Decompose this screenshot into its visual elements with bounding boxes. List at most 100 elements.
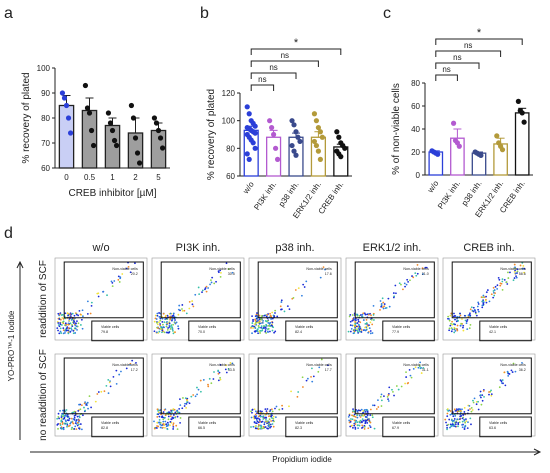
flow-event-dot — [350, 331, 352, 333]
flow-event-dot — [450, 315, 452, 317]
flow-event-dot — [111, 281, 113, 283]
flow-event-dot — [58, 318, 60, 320]
flow-event-dot — [514, 264, 516, 266]
flow-event-dot — [373, 319, 375, 321]
flow-event-dot — [251, 315, 253, 317]
flow-event-dot — [371, 324, 373, 326]
flow-event-dot — [366, 422, 368, 424]
flow-event-dot — [76, 419, 78, 421]
flow-event-dot — [511, 369, 513, 371]
flow-event-dot — [111, 282, 113, 284]
significance-label: ns — [269, 63, 277, 72]
flow-event-dot — [57, 330, 59, 332]
flow-event-dot — [119, 281, 121, 283]
data-point — [91, 143, 96, 148]
flow-event-dot — [98, 391, 100, 393]
flow-event-dot — [453, 315, 455, 317]
data-point — [108, 120, 113, 125]
data-point — [129, 103, 134, 108]
flow-event-dot — [372, 416, 374, 418]
flow-event-dot — [463, 411, 465, 413]
flow-event-dot — [369, 313, 371, 315]
flow-event-dot — [448, 419, 450, 421]
flow-event-dot — [181, 308, 183, 310]
flow-event-dot — [177, 416, 179, 418]
flow-event-dot — [64, 312, 66, 314]
flow-event-dot — [110, 385, 112, 387]
flow-event-dot — [220, 379, 222, 381]
data-point — [253, 131, 258, 136]
flow-event-dot — [64, 330, 66, 332]
flow-event-dot — [78, 419, 80, 421]
flow-event-dot — [162, 423, 164, 425]
flow-event-dot — [350, 421, 352, 423]
flow-event-dot — [134, 262, 136, 264]
flow-event-dot — [171, 411, 173, 413]
flow-event-dot — [260, 318, 262, 320]
flow-event-dot — [96, 393, 98, 395]
flow-event-dot — [404, 383, 406, 385]
data-point — [516, 99, 521, 104]
flow-event-dot — [81, 428, 83, 430]
flow-event-dot — [399, 282, 401, 284]
flow-event-dot — [465, 420, 467, 422]
data-point — [522, 120, 527, 125]
data-point — [152, 115, 157, 120]
flow-event-dot — [83, 407, 85, 409]
flow-event-dot — [115, 370, 117, 372]
data-point — [135, 150, 140, 155]
flow-event-dot — [257, 428, 259, 430]
flow-event-dot — [281, 299, 283, 301]
flow-event-dot — [69, 313, 71, 315]
flow-event-dot — [349, 426, 351, 428]
flow-event-dot — [454, 415, 456, 417]
flow-event-dot — [407, 281, 409, 283]
flow-event-dot — [374, 428, 376, 430]
flow-event-dot — [372, 332, 374, 334]
flow-event-dot — [90, 407, 92, 409]
flow-event-dot — [178, 328, 180, 330]
flow-event-dot — [255, 417, 257, 419]
y-tick-label: 40 — [411, 125, 420, 134]
flow-event-dot — [498, 277, 500, 279]
flow-event-dot — [396, 385, 398, 387]
flow-event-dot — [95, 401, 97, 403]
flow-column-title: p38 inh. — [275, 242, 314, 254]
flow-event-dot — [284, 311, 286, 313]
data-point — [275, 157, 280, 162]
flow-event-dot — [502, 382, 504, 384]
gate-non-viable-label: Non-viable cells — [403, 267, 429, 271]
data-point — [293, 129, 298, 134]
flow-event-dot — [364, 409, 366, 411]
flow-event-dot — [321, 359, 323, 361]
flow-event-dot — [451, 324, 453, 326]
significance-bracket — [436, 39, 522, 45]
flow-event-dot — [157, 408, 159, 410]
flow-event-dot — [370, 314, 372, 316]
bar — [267, 137, 281, 176]
x-tick-label: p38 inh. — [277, 180, 301, 208]
flow-event-dot — [57, 428, 59, 430]
flow-event-dot — [352, 427, 354, 429]
flow-event-dot — [402, 288, 404, 290]
flow-event-dot — [273, 315, 275, 317]
flow-event-dot — [454, 408, 456, 410]
flow-event-dot — [196, 393, 198, 395]
x-tick-label: PI3K inh. — [436, 179, 462, 211]
flow-event-dot — [453, 332, 455, 334]
flow-event-dot — [400, 284, 402, 286]
flow-event-dot — [364, 426, 366, 428]
flow-event-dot — [355, 421, 357, 423]
flow-event-dot — [262, 421, 264, 423]
flow-event-dot — [462, 421, 464, 423]
flow-event-dot — [460, 325, 462, 327]
flow-event-dot — [81, 319, 83, 321]
flow-event-dot — [449, 320, 451, 322]
flow-event-dot — [255, 415, 257, 417]
flow-event-dot — [452, 423, 454, 425]
flow-event-dot — [464, 422, 466, 424]
y-tick-label: 60 — [226, 172, 235, 181]
flow-event-dot — [260, 416, 262, 418]
data-point — [66, 115, 71, 120]
